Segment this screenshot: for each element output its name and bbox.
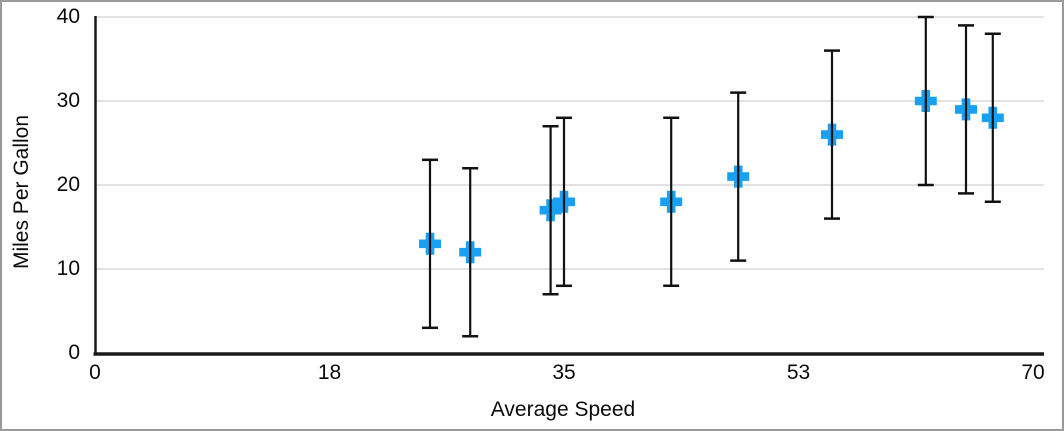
x-tick-label: 35 <box>552 361 576 384</box>
x-tick-label: 0 <box>89 361 101 384</box>
y-axis-title: Miles Per Gallon <box>10 114 33 270</box>
y-tick-label: 30 <box>56 89 80 112</box>
y-tick-label: 0 <box>68 341 80 364</box>
x-tick-label: 53 <box>786 361 811 384</box>
x-tick-label: 18 <box>317 361 342 384</box>
y-tick-label: 10 <box>56 257 80 280</box>
y-tick-label: 40 <box>56 5 80 28</box>
x-axis-title: Average Speed <box>490 398 636 421</box>
x-tick-label: 70 <box>1021 361 1045 384</box>
y-tick-label: 20 <box>56 173 80 196</box>
